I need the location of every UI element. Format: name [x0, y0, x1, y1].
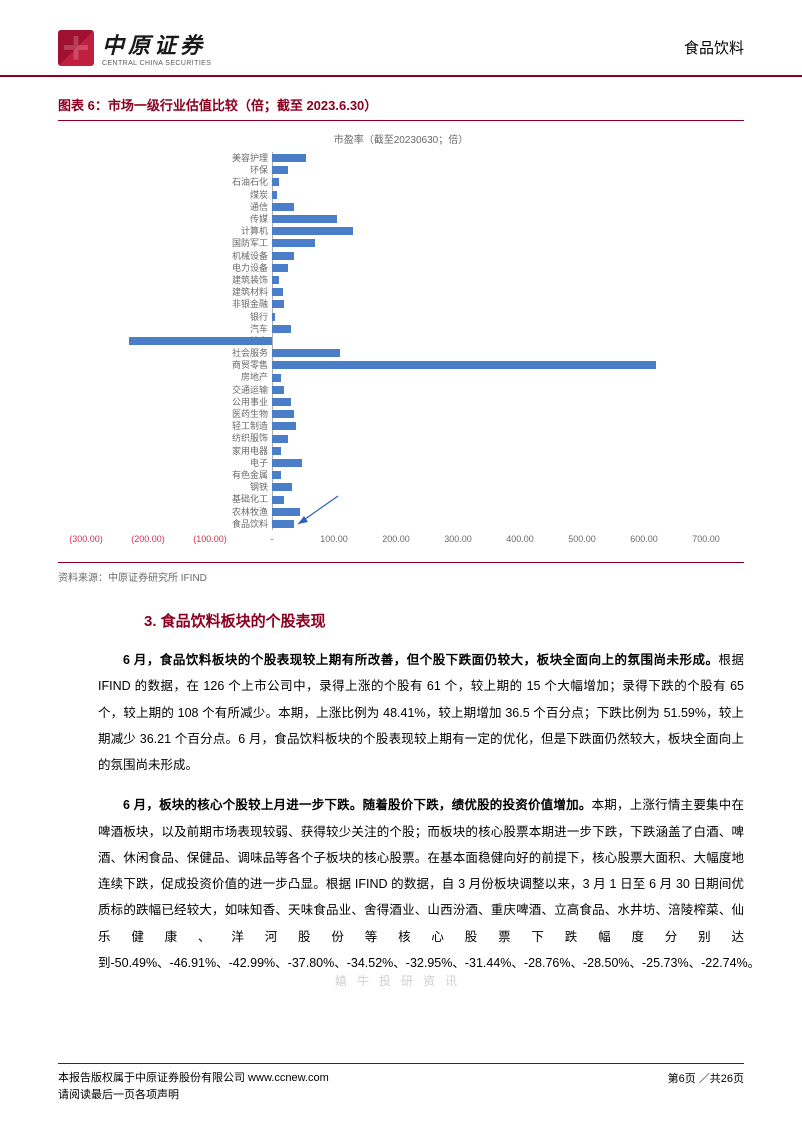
chart-bar — [272, 496, 284, 504]
chart-x-tick: 100.00 — [320, 534, 348, 544]
chart-arrow-icon — [288, 494, 348, 530]
chart-category-label: 农林牧渔 — [158, 506, 268, 518]
chart-category-label: 电子 — [158, 457, 268, 469]
chart-bar — [272, 398, 291, 406]
chart-category-label: 轻工制造 — [158, 420, 268, 432]
chart-category-label: 有色金属 — [158, 469, 268, 481]
chart-category-label: 电力设备 — [158, 262, 268, 274]
page-footer: 本报告版权属于中原证券股份有限公司 www.ccnew.com 请阅读最后一页各… — [0, 1063, 802, 1133]
chart-bar — [272, 422, 296, 430]
footer-page-number: 第6页 ／共26页 — [668, 1070, 744, 1105]
chart-bar — [272, 178, 279, 186]
chart-bar — [272, 215, 337, 223]
chart-bar — [272, 166, 288, 174]
chart-x-tick: 200.00 — [382, 534, 410, 544]
footer-divider — [58, 1063, 744, 1064]
footer-copyright: 本报告版权属于中原证券股份有限公司 www.ccnew.com — [58, 1070, 329, 1088]
chart-bar — [272, 386, 284, 394]
chart-x-tick: - — [271, 534, 274, 544]
chart-category-label: 钢铁 — [158, 481, 268, 493]
paragraph-2: 6 月，板块的核心个股较上月进一步下跌。随着股价下跌，绩优股的投资价值增加。本期… — [98, 792, 744, 976]
chart-bar — [272, 252, 294, 260]
chart-x-tick: (200.00) — [131, 534, 165, 544]
chart-bar — [272, 191, 277, 199]
chart-category-label: 家用电器 — [158, 445, 268, 457]
chart-category-label: 公用事业 — [158, 396, 268, 408]
chart-category-label: 汽车 — [158, 323, 268, 335]
chart-subtitle: 市盈率（截至20230630；倍） — [62, 131, 740, 146]
chart-bar — [272, 239, 315, 247]
chart-category-label: 食品饮料 — [158, 518, 268, 530]
chart-category-label: 美容护理 — [158, 152, 268, 164]
footer-left: 本报告版权属于中原证券股份有限公司 www.ccnew.com 请阅读最后一页各… — [58, 1070, 329, 1105]
chart-category-label: 基础化工 — [158, 493, 268, 505]
chart-category-label: 计算机 — [158, 225, 268, 237]
chart-bar — [272, 410, 294, 418]
chart-category-label: 煤炭 — [158, 189, 268, 201]
chart-category-label: 社会服务 — [158, 347, 268, 359]
p2-body: 本期，上涨行情主要集中在啤酒板块，以及前期市场表现较弱、获得较少关注的个股；而板… — [98, 798, 760, 970]
chart-category-label: 机械设备 — [158, 250, 268, 262]
section-heading: 3. 食品饮料板块的个股表现 — [144, 610, 744, 631]
chart-category-label: 交通运输 — [158, 384, 268, 396]
chart-category-label: 非银金融 — [158, 298, 268, 310]
chart-source: 资料来源：中原证券研究所 IFIND — [58, 569, 744, 584]
chart-plot-area: 美容护理环保石油石化煤炭通信传媒计算机国防军工机械设备电力设备建筑装饰建筑材料非… — [72, 152, 740, 552]
chart-title: 图表 6：市场一级行业估值比较（倍；截至 2023.6.30） — [58, 95, 744, 114]
logo-icon — [58, 30, 94, 66]
chart-category-label: 传媒 — [158, 213, 268, 225]
chart-bar — [272, 459, 302, 467]
chart-bar — [272, 374, 281, 382]
chart-bar — [272, 435, 288, 443]
chart-x-tick: 400.00 — [506, 534, 534, 544]
chart-bar — [272, 447, 281, 455]
chart-bar — [272, 349, 340, 357]
chart-category-label: 医药生物 — [158, 408, 268, 420]
page-header: 中原证券 CENTRAL CHINA SECURITIES 食品饮料 — [0, 0, 802, 77]
logo-text: 中原证券 CENTRAL CHINA SECURITIES — [102, 28, 211, 67]
p1-lead: 6 月，食品饮料板块的个股表现较上期有所改善，但个股下跌面仍较大，板块全面向上的… — [123, 653, 718, 667]
chart-bar — [272, 300, 284, 308]
p1-body: 根据 IFIND 的数据，在 126 个上市公司中，录得上涨的个股有 61 个，… — [98, 653, 744, 772]
chart-bar — [272, 483, 292, 491]
chart-bar — [272, 361, 656, 369]
chart-category-label: 通信 — [158, 201, 268, 213]
chart-x-tick: 300.00 — [444, 534, 472, 544]
chart-bar — [272, 288, 283, 296]
chart-category-label: 石油石化 — [158, 176, 268, 188]
footer-row: 本报告版权属于中原证券股份有限公司 www.ccnew.com 请阅读最后一页各… — [58, 1070, 744, 1105]
chart-bar — [272, 227, 353, 235]
chart-bar — [272, 471, 281, 479]
chart-bar — [129, 337, 272, 345]
chart-category-label: 建筑装饰 — [158, 274, 268, 286]
chart-bar — [272, 264, 288, 272]
chart-category-label: 纺织服饰 — [158, 432, 268, 444]
chart-category-label: 银行 — [158, 311, 268, 323]
logo-en: CENTRAL CHINA SECURITIES — [102, 60, 211, 67]
header-category: 食品饮料 — [684, 37, 744, 58]
chart-category-label: 环保 — [158, 164, 268, 176]
chart-x-tick: 700.00 — [692, 534, 720, 544]
chart-bar — [272, 154, 306, 162]
logo-block: 中原证券 CENTRAL CHINA SECURITIES — [58, 28, 211, 67]
chart-bar — [272, 276, 279, 284]
content-area: 图表 6：市场一级行业估值比较（倍；截至 2023.6.30） 市盈率（截至20… — [0, 77, 802, 976]
chart-container: 市盈率（截至20230630；倍） 美容护理环保石油石化煤炭通信传媒计算机国防军… — [58, 120, 744, 563]
chart-bar — [272, 203, 294, 211]
chart-x-tick: 600.00 — [630, 534, 658, 544]
chart-x-tick: 500.00 — [568, 534, 596, 544]
paragraph-1: 6 月，食品饮料板块的个股表现较上期有所改善，但个股下跌面仍较大，板块全面向上的… — [98, 647, 744, 778]
footer-disclaimer: 请阅读最后一页各项声明 — [58, 1087, 329, 1105]
chart-x-axis: (300.00) (200.00) (100.00) - 100.00 200.00 300… — [72, 530, 740, 552]
chart-x-tick: (100.00) — [193, 534, 227, 544]
p2-lead: 6 月，板块的核心个股较上月进一步下跌。随着股价下跌，绩优股的投资价值增加。 — [123, 798, 592, 812]
logo-cn: 中原证券 — [102, 28, 211, 60]
chart-bar — [272, 313, 275, 321]
chart-x-tick: (300.00) — [69, 534, 103, 544]
chart-category-label: 国防军工 — [158, 237, 268, 249]
chart-bar — [272, 325, 291, 333]
chart-category-label: 商贸零售 — [158, 359, 268, 371]
chart-category-label: 房地产 — [158, 371, 268, 383]
chart-category-label: 建筑材料 — [158, 286, 268, 298]
